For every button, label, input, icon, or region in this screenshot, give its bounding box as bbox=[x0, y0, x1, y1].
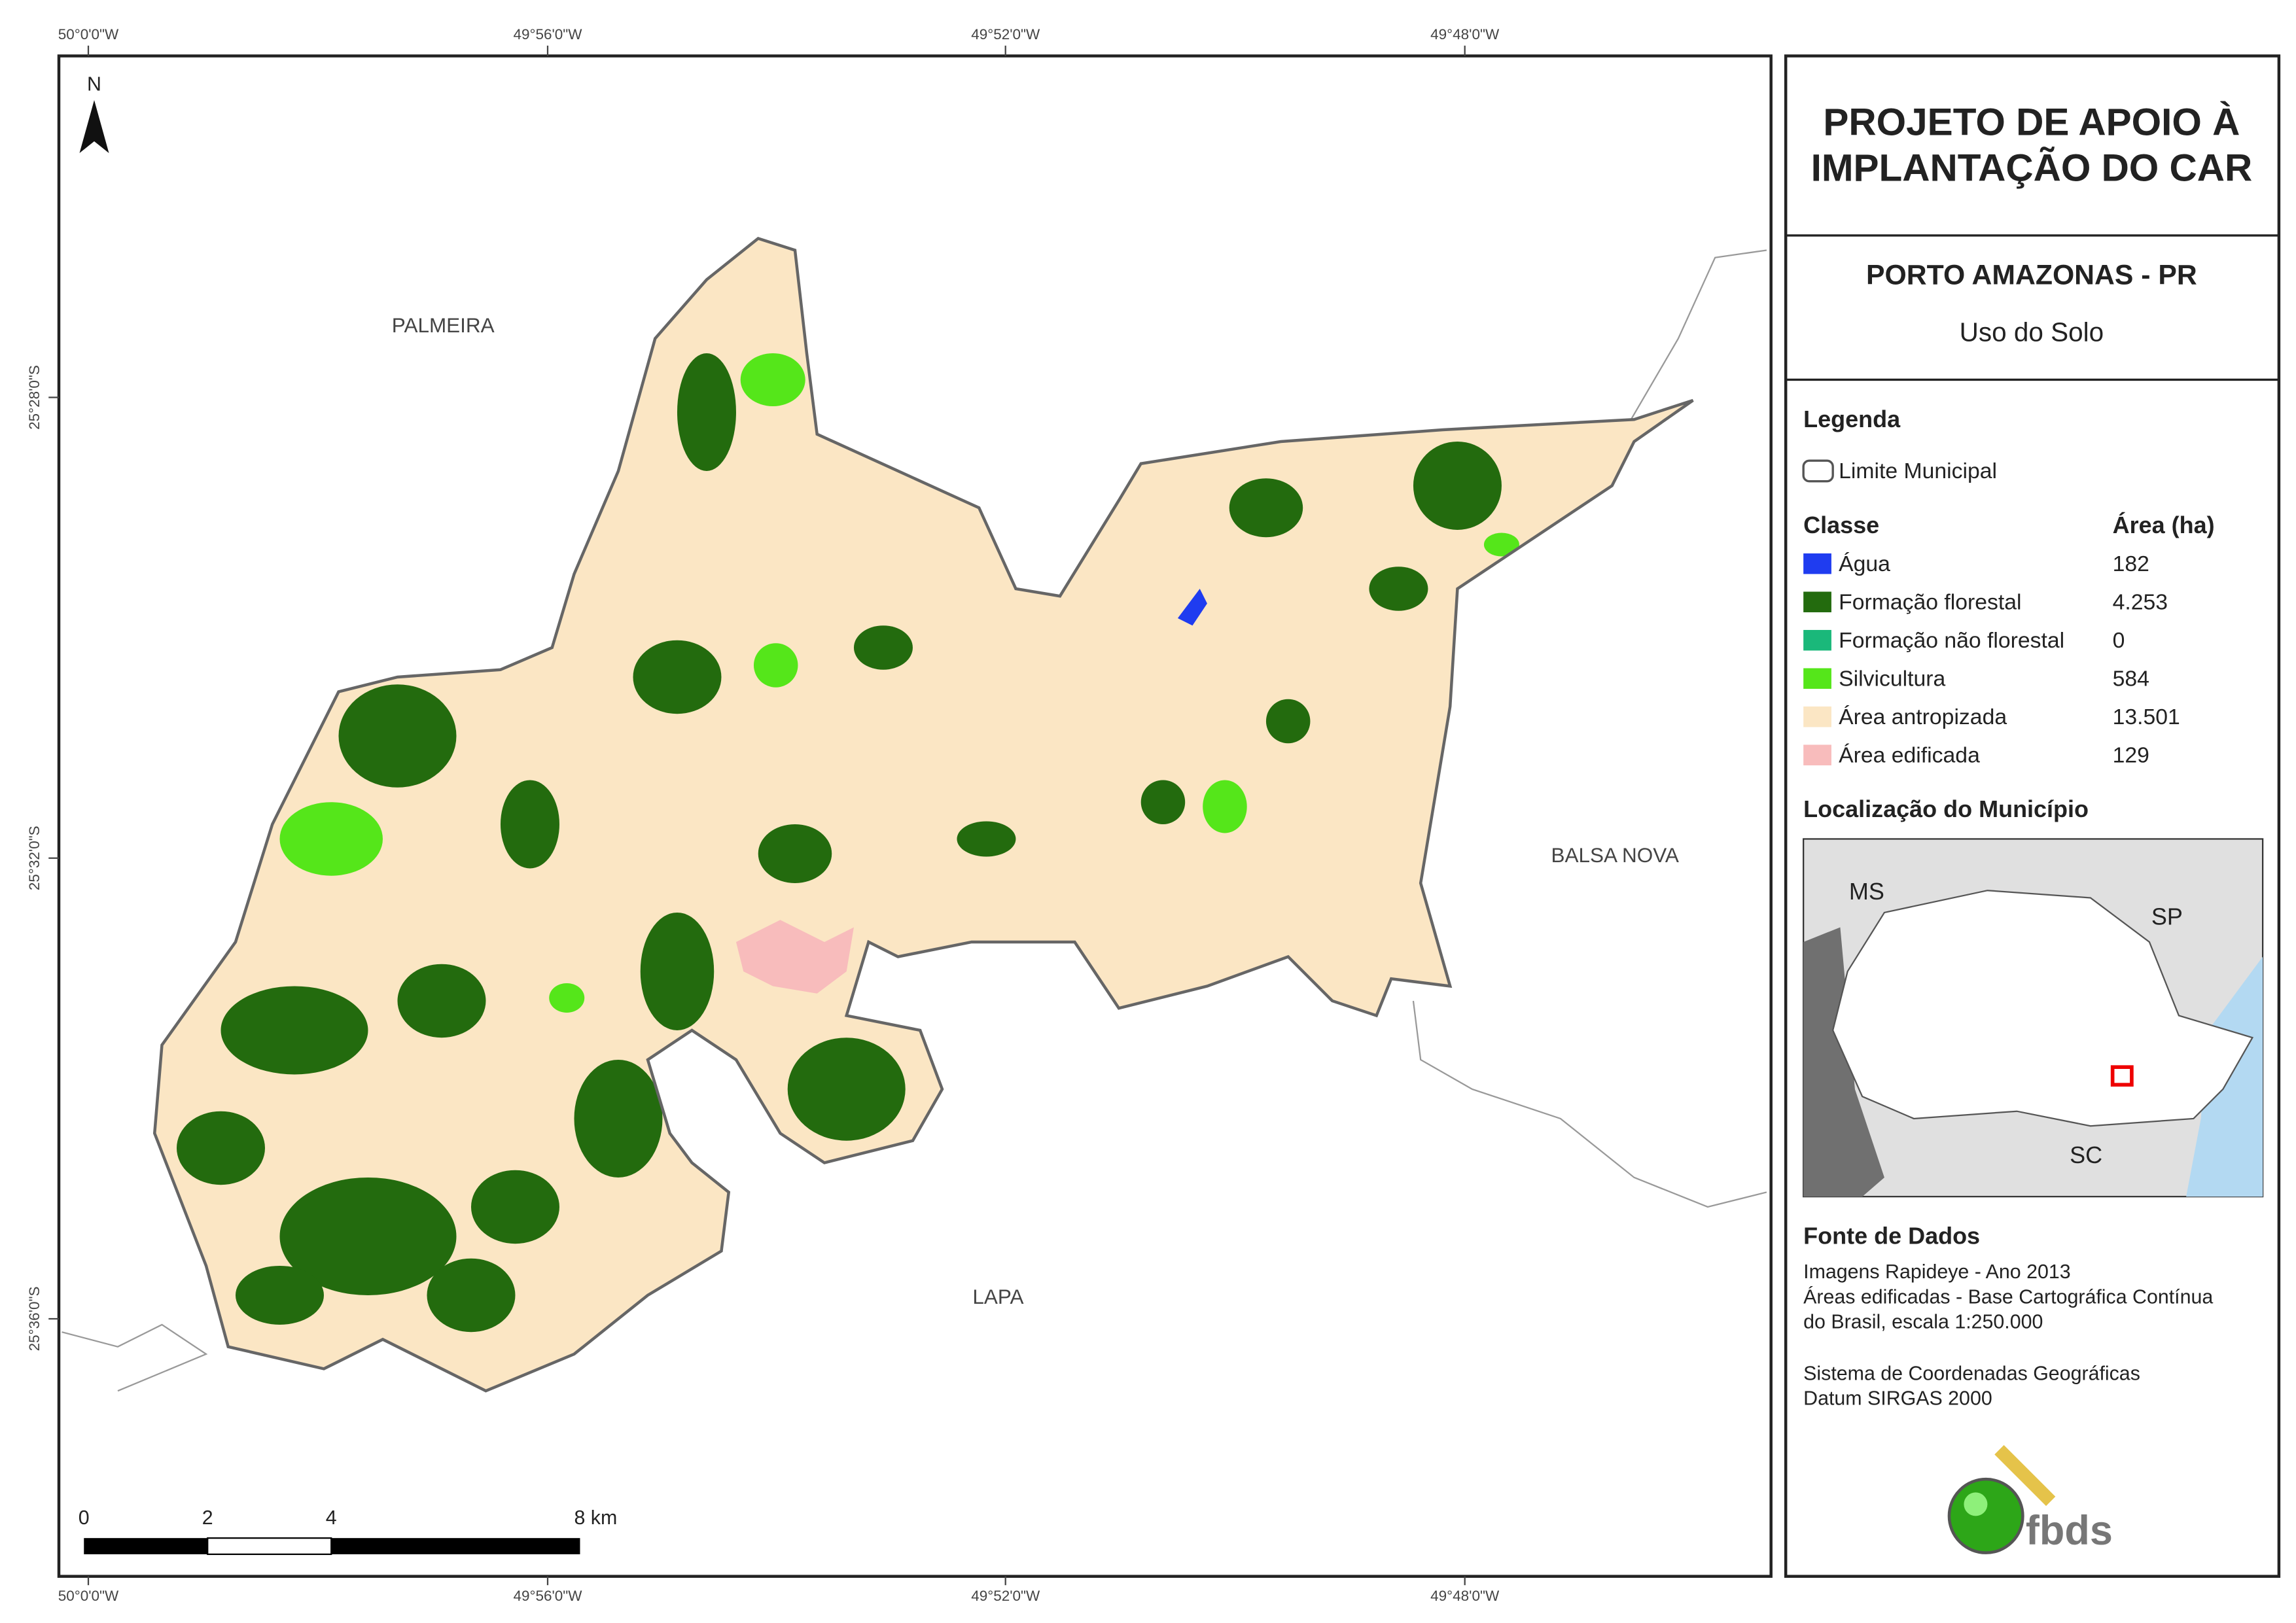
legend-area: 0 bbox=[2113, 628, 2125, 653]
legend-label: Silvicultura bbox=[1839, 666, 1945, 691]
north-arrow bbox=[79, 99, 109, 153]
boundary-label: Limite Municipal bbox=[1839, 459, 1997, 483]
neighbour-boundary bbox=[62, 249, 1767, 1392]
location-inset bbox=[1803, 838, 2264, 1198]
graticule-label: 49°52'0"W bbox=[971, 1588, 1040, 1604]
area-header: Área (ha) bbox=[2113, 512, 2215, 538]
legend-swatch bbox=[1803, 629, 1831, 651]
subtitle: Uso do Solo bbox=[1960, 317, 2104, 347]
legend-label: Água bbox=[1839, 551, 1890, 576]
graticule-label: 49°48'0"W bbox=[1430, 1588, 1500, 1604]
scale-label: 4 bbox=[326, 1507, 337, 1529]
graticule-label: 49°48'0"W bbox=[1430, 26, 1500, 43]
class-header: Classe bbox=[1803, 512, 1879, 538]
legend-label: Formação florestal bbox=[1839, 589, 2021, 614]
graticule-label: 49°56'0"W bbox=[513, 1588, 582, 1604]
municipality: PORTO AMAZONAS - PR bbox=[1866, 259, 2197, 290]
inset-label: MS bbox=[1849, 878, 1884, 905]
graticule-label: 49°56'0"W bbox=[513, 26, 582, 43]
graticule-label: 25°32'0"S bbox=[26, 826, 43, 890]
legend-swatch bbox=[1803, 553, 1831, 574]
source-line: Datum SIRGAS 2000 bbox=[1803, 1388, 1992, 1410]
logo: fbds bbox=[1947, 1445, 2113, 1554]
legend-area: 4.253 bbox=[2113, 589, 2168, 614]
legend-area: 129 bbox=[2113, 742, 2149, 767]
legend-swatch bbox=[1803, 706, 1831, 727]
sources-heading: Fonte de Dados bbox=[1803, 1223, 1980, 1249]
graticule-label: 50°0'0"W bbox=[58, 26, 119, 43]
logo-text: fbds bbox=[2026, 1508, 2113, 1554]
scale-segment bbox=[207, 1537, 332, 1556]
legend-area: 13.501 bbox=[2113, 705, 2180, 729]
scale-label: 0 bbox=[79, 1507, 90, 1529]
scale-label: 8 km bbox=[574, 1507, 617, 1529]
location-heading: Localização do Município bbox=[1803, 795, 2089, 822]
legend-label: Área antropizada bbox=[1839, 705, 2007, 729]
panel-frame bbox=[1784, 54, 2281, 1578]
inset-label: SP bbox=[2151, 903, 2183, 930]
source-line: Áreas edificadas - Base Cartográfica Con… bbox=[1803, 1286, 2213, 1308]
graticule-label: 50°0'0"W bbox=[58, 1588, 119, 1604]
place-label: BALSA NOVA bbox=[1551, 843, 1678, 867]
source-line: Imagens Rapideye - Ano 2013 bbox=[1803, 1261, 2070, 1283]
graticule-label: 49°52'0"W bbox=[971, 26, 1040, 43]
legend-area: 182 bbox=[2113, 551, 2149, 576]
panel-title: PROJETO DE APOIO À bbox=[1823, 101, 2240, 144]
boundary-swatch bbox=[1802, 459, 1834, 483]
legend-label: Formação não florestal bbox=[1839, 628, 2064, 653]
graticule-label: 25°28'0"S bbox=[26, 365, 43, 430]
legend-swatch bbox=[1803, 744, 1831, 765]
scale-label: 2 bbox=[202, 1507, 213, 1529]
scale-segment bbox=[84, 1538, 208, 1554]
graticule-label: 25°36'0"S bbox=[26, 1287, 43, 1352]
legend-heading: Legenda bbox=[1803, 406, 1901, 432]
legend-label: Área edificada bbox=[1839, 742, 1980, 767]
source-line: do Brasil, escala 1:250.000 bbox=[1803, 1312, 2043, 1333]
panel-title: IMPLANTAÇÃO DO CAR bbox=[1811, 146, 2253, 189]
inset-label: SC bbox=[2070, 1142, 2102, 1168]
scale-segment bbox=[331, 1538, 580, 1554]
north-label: N bbox=[87, 74, 101, 96]
place-label: PALMEIRA bbox=[392, 313, 495, 337]
legend-swatch bbox=[1803, 668, 1831, 689]
legend-swatch bbox=[1803, 591, 1831, 612]
source-line: Sistema de Coordenadas Geográficas bbox=[1803, 1363, 2140, 1384]
place-label: LAPA bbox=[972, 1285, 1023, 1308]
legend-area: 584 bbox=[2113, 666, 2149, 691]
